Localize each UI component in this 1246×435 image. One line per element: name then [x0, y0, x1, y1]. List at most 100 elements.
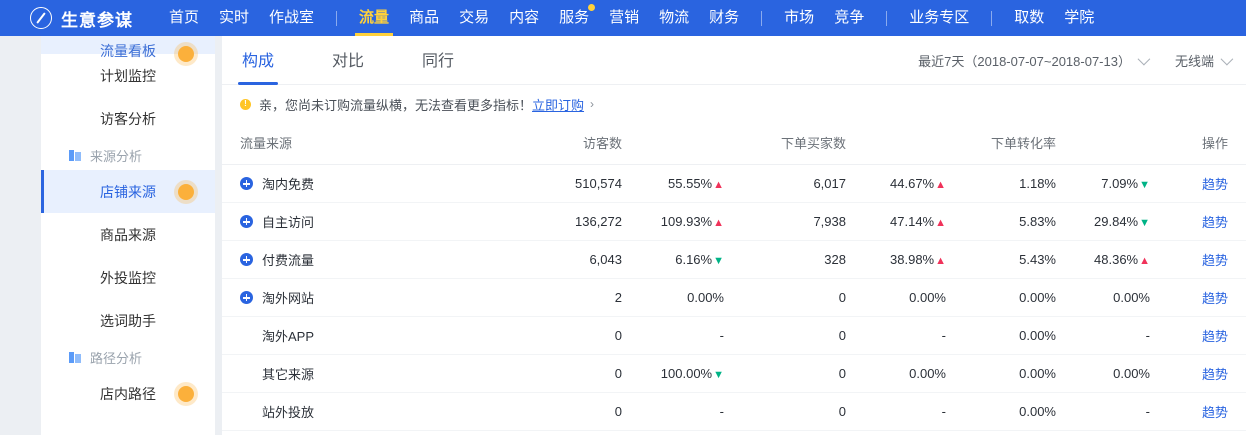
nav-item-12[interactable]: 竞争 [824, 0, 874, 36]
sidebar-item-4[interactable]: 店铺来源 [41, 170, 215, 213]
sidebar-item-0[interactable]: 流量看板 [41, 36, 215, 62]
nav-item-6[interactable]: 内容 [499, 0, 549, 36]
nav-item-3[interactable]: 流量 [349, 0, 399, 36]
nav-item-9[interactable]: 物流 [649, 0, 699, 36]
nav-item-8[interactable]: 营销 [599, 0, 649, 36]
nav-item-10[interactable]: 财务 [699, 0, 749, 36]
sidebar-navigation: 流量看板 计划监控 访客分析 来源分析 店铺来源 商品来源 外投监控 选词助手 路径分析 店内路径 [41, 36, 215, 435]
conversion-delta-value: 0.00% [1113, 366, 1150, 381]
left-gutter [0, 36, 41, 435]
source-name: 淘外APP [262, 329, 315, 344]
nav-item-2[interactable]: 作战室 [259, 0, 324, 36]
cell-conversion: 0.00% [956, 392, 1056, 431]
sidebar-item-label: 流量看板 [100, 43, 156, 59]
trend-link[interactable]: 趋势 [1201, 177, 1228, 192]
cell-conversion: 5.43% [956, 240, 1056, 279]
nav-item-0[interactable]: 首页 [159, 0, 209, 36]
sidebar-item-2[interactable]: 访客分析 [41, 97, 215, 140]
col-header-visitors-delta [622, 123, 734, 165]
sidebar-main-divider [215, 36, 222, 435]
report-icon [69, 351, 82, 364]
buyers-delta-value: 47.14% [890, 214, 935, 229]
trend-link[interactable]: 趋势 [1201, 367, 1228, 382]
nav-separator [991, 10, 993, 26]
device-picker[interactable]: 无线端 [1174, 51, 1234, 70]
new-feature-dot-icon [178, 46, 194, 62]
visitors-delta-value: - [719, 328, 724, 343]
cell-buyers-delta: - [846, 316, 956, 355]
arrow-down-icon: ▼ [713, 255, 724, 267]
cell-visitors-delta: - [622, 392, 734, 431]
table-row: 站外投放 0-0-0.00% - 趋势 [222, 392, 1246, 431]
cell-source: 付费流量 [222, 240, 514, 279]
cell-conversion-delta: 0.00% [1056, 278, 1160, 317]
subscription-notice-bar: 亲，您尚未订购流量纵横，无法查看更多指标！ 立即订购 › [222, 85, 1246, 123]
table-row: 其它来源 0 100.00%▼ 0 0.00% 0.00% 0.00% 趋势 [222, 354, 1246, 393]
nav-item-5[interactable]: 交易 [449, 0, 499, 36]
nav-item-4[interactable]: 商品 [399, 0, 449, 36]
nav-item-15[interactable]: 学院 [1054, 0, 1104, 36]
cell-action: 趋势 [1160, 392, 1246, 431]
expand-plus-icon[interactable] [240, 291, 253, 304]
source-name: 其它来源 [262, 367, 315, 382]
col-header-source[interactable]: 流量来源 [222, 123, 514, 165]
cell-source: 站外投放 [222, 392, 514, 431]
col-header-action: 操作 [1160, 123, 1246, 165]
tab-2[interactable]: 同行 [422, 52, 455, 70]
nav-item-14[interactable]: 取数 [1004, 0, 1054, 36]
buyers-delta-value: - [941, 328, 946, 343]
cell-buyers: 6,017 [734, 164, 846, 203]
sidebar-item-7[interactable]: 选词助手 [41, 299, 215, 342]
date-range-picker[interactable]: 最近7天（2018-07-07~2018-07-13） [918, 51, 1151, 70]
nav-item-1[interactable]: 实时 [209, 0, 259, 36]
sidebar-item-6[interactable]: 外投监控 [41, 256, 215, 299]
nav-item-label: 实时 [219, 9, 250, 26]
cell-buyers-delta: 38.98%▲ [846, 240, 956, 279]
col-header-conversion[interactable]: 下单转化率 [956, 123, 1056, 165]
subscribe-now-link[interactable]: 立即订购 [532, 97, 585, 113]
nav-item-11[interactable]: 市场 [774, 0, 824, 36]
sidebar-item-1[interactable]: 计划监控 [41, 54, 215, 97]
trend-link[interactable]: 趋势 [1201, 253, 1228, 268]
cell-buyers: 0 [734, 354, 846, 393]
expand-plus-icon[interactable] [240, 177, 253, 190]
date-range-label: 最近7天（2018-07-07~2018-07-13） [918, 54, 1131, 69]
trend-link[interactable]: 趋势 [1201, 215, 1228, 230]
expand-plus-icon[interactable] [240, 215, 253, 228]
source-name: 淘外网站 [262, 291, 315, 306]
cell-visitors: 0 [514, 316, 622, 355]
sidebar-group-8: 路径分析 [41, 342, 215, 372]
col-header-visitors[interactable]: 访客数 [514, 123, 622, 165]
trend-link[interactable]: 趋势 [1201, 405, 1228, 420]
new-feature-dot-icon [178, 183, 194, 200]
notice-arrow-icon: › [590, 97, 595, 111]
cell-visitors: 0 [514, 392, 622, 431]
cell-action: 趋势 [1160, 278, 1246, 317]
tab-1[interactable]: 对比 [332, 52, 365, 70]
sidebar-item-9[interactable]: 店内路径 [41, 372, 215, 415]
nav-item-label: 竞争 [834, 9, 865, 26]
col-header-buyers[interactable]: 下单买家数 [734, 123, 846, 165]
nav-item-7[interactable]: 服务 [549, 0, 599, 36]
table-row: 付费流量 6,043 6.16%▼ 328 38.98%▲ 5.43% 48.36%▲ 趋势 [222, 240, 1246, 279]
visitors-delta-value: 0.00% [687, 290, 724, 305]
cell-buyers-delta: 44.67%▲ [846, 164, 956, 203]
nav-item-label: 首页 [169, 9, 200, 26]
cell-source: 淘外网站 [222, 278, 514, 317]
cell-source: 自主访问 [222, 202, 514, 241]
visitors-delta-value: 100.00% [660, 366, 713, 381]
nav-item-label: 学院 [1064, 9, 1095, 26]
trend-link[interactable]: 趋势 [1201, 329, 1228, 344]
trend-link[interactable]: 趋势 [1201, 291, 1228, 306]
tab-0[interactable]: 构成 [238, 36, 279, 85]
buyers-delta-value: 0.00% [909, 290, 946, 305]
nav-item-13[interactable]: 业务专区 [899, 0, 979, 36]
device-label: 无线端 [1174, 54, 1214, 69]
arrow-down-icon: ▼ [713, 369, 724, 381]
nav-item-label: 物流 [659, 9, 690, 26]
main-content-panel: 构成 对比 同行 最近7天（2018-07-07~2018-07-13） 无线端 亲… [222, 36, 1246, 435]
nav-item-label: 业务专区 [909, 9, 970, 26]
sidebar-item-5[interactable]: 商品来源 [41, 213, 215, 256]
brand-logo-block[interactable]: 生意参谋 [30, 6, 133, 31]
expand-plus-icon[interactable] [240, 253, 253, 266]
